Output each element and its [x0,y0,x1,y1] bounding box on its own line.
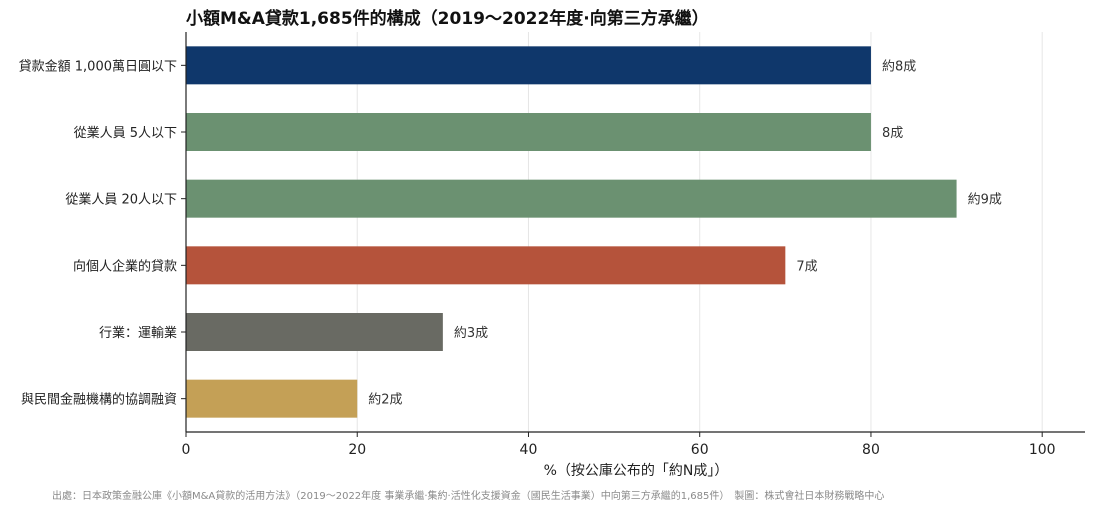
x-tick-label: 60 [691,442,709,458]
category-label: 向個人企業的貸款 [73,258,177,274]
bar [186,379,358,418]
bar [186,179,957,218]
category-label: 貸款金額 1,000萬日圓以下 [19,58,177,74]
source-note: 出處：日本政策金融公庫《小額M&A貸款的活用方法》（2019～2022年度 事業… [52,489,884,502]
data-label: 7成 [796,259,817,274]
bar [186,246,786,285]
data-label: 約2成 [368,393,402,408]
bar [186,46,871,85]
category-label: 從業人員 5人以下 [74,125,177,141]
x-tick-label: 20 [348,442,366,458]
x-tick-label: 40 [520,442,538,458]
grid-lines [356,32,1043,432]
bar [186,313,443,351]
bar [186,113,871,151]
category-label: 從業人員 20人以下 [65,192,177,208]
data-label: 約8成 [882,59,916,74]
x-axis-title: %（按公庫公布的「約N成」） [544,462,729,479]
data-label: 約9成 [968,193,1002,208]
data-label: 約3成 [454,326,488,341]
category-label: 行業：運輸業 [99,325,177,341]
data-label: 8成 [882,126,903,141]
x-tick-label: 80 [862,442,880,458]
x-tick-label: 0 [182,442,191,458]
x-tick-label: 100 [1029,442,1056,458]
category-label: 與民間金融機構的協調融資 [21,392,177,408]
chart-title: 小額M&A貸款1,685件的構成（2019～2022年度·向第三方承繼） [186,8,709,29]
